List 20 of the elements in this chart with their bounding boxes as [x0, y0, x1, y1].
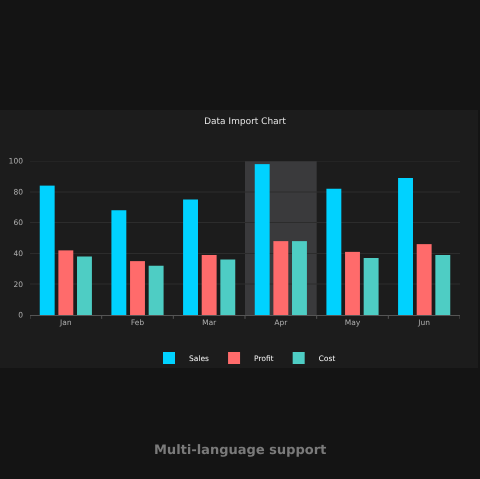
bar — [326, 188, 342, 315]
bar — [202, 254, 217, 315]
bar — [254, 164, 270, 315]
bar — [58, 250, 74, 315]
bar — [148, 266, 164, 315]
bar — [220, 260, 236, 315]
bar — [345, 252, 360, 315]
bar — [183, 200, 198, 315]
bar — [130, 261, 145, 315]
bar — [111, 210, 126, 315]
bar — [435, 254, 450, 315]
bar — [398, 178, 413, 315]
chart-title: Data Import Chart — [204, 117, 286, 128]
bar — [292, 241, 307, 315]
bar — [364, 258, 379, 315]
text: Multi-language support — [154, 443, 326, 458]
bar — [273, 241, 288, 315]
bar — [416, 244, 432, 315]
bar — [40, 186, 55, 315]
bar — [77, 256, 92, 315]
